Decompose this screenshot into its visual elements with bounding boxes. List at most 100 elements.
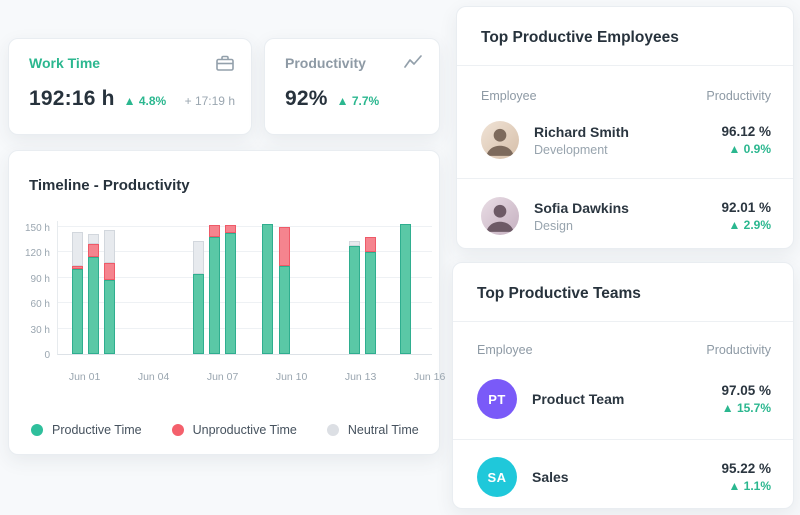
work-time-label: Work Time bbox=[29, 55, 101, 71]
bar-segment-productive bbox=[279, 265, 291, 354]
timeline-plot bbox=[57, 221, 432, 355]
bar-stack[interactable] bbox=[349, 241, 361, 354]
top-employees-title: Top Productive Employees bbox=[481, 29, 679, 46]
bar-stack[interactable] bbox=[365, 237, 377, 354]
timeline-legend: Productive Time Unproductive Time Neutra… bbox=[31, 423, 419, 437]
team-avatar: SA bbox=[477, 457, 517, 497]
top-teams-card: Top Productive Teams Employee Productivi… bbox=[452, 262, 794, 509]
bar-stack[interactable] bbox=[261, 223, 273, 354]
productive-dot-icon bbox=[31, 424, 43, 436]
legend-label: Unproductive Time bbox=[192, 423, 297, 437]
timeline-card: Timeline - Productivity 0 30 h 60 h 90 h 120… bbox=[8, 150, 445, 455]
team-name: Sales bbox=[532, 469, 569, 485]
employee-productivity-delta: ▲ 0.9% bbox=[728, 142, 771, 156]
team-row[interactable]: PT Product Team 97.05 % ▲ 15.7% bbox=[453, 367, 793, 431]
timeline-chart: 0 30 h 60 h 90 h 120 h 150 h Jun 01 Jun 04 Jun 0… bbox=[23, 215, 445, 385]
timeline-title: Timeline - Productivity bbox=[29, 177, 190, 194]
productivity-value: 92% bbox=[285, 87, 328, 110]
team-row[interactable]: SA Sales 95.22 % ▲ 1.1% bbox=[453, 447, 793, 507]
bar-segment-productive bbox=[261, 223, 273, 354]
employee-productivity-value: 92.01 % bbox=[721, 200, 771, 215]
bar-stack[interactable] bbox=[192, 241, 204, 354]
top-employees-card: Top Productive Employees Employee Produc… bbox=[456, 6, 794, 249]
productivity-label: Productivity bbox=[285, 55, 366, 71]
work-time-value: 192:16 h bbox=[29, 87, 115, 110]
y-axis-tick: 30 h bbox=[30, 324, 50, 336]
top-teams-title: Top Productive Teams bbox=[477, 285, 641, 302]
line-chart-icon bbox=[403, 53, 423, 73]
y-axis-tick: 90 h bbox=[30, 273, 50, 285]
bar-segment-unproductive bbox=[225, 225, 236, 233]
bar-segment-productive bbox=[192, 273, 204, 354]
bar-stack[interactable] bbox=[104, 230, 116, 354]
x-axis-tick: Jun 01 bbox=[68, 371, 101, 383]
team-productivity-value: 97.05 % bbox=[721, 383, 771, 398]
avatar-photo bbox=[481, 197, 519, 235]
column-productivity: Productivity bbox=[706, 343, 771, 357]
bar-stack[interactable] bbox=[208, 225, 220, 354]
employee-row[interactable]: Richard Smith Development 96.12 % ▲ 0.9% bbox=[457, 109, 793, 171]
divider bbox=[453, 439, 793, 440]
legend-item-neutral[interactable]: Neutral Time bbox=[326, 423, 419, 437]
employee-role: Development bbox=[534, 142, 608, 157]
bar-segment-productive bbox=[349, 245, 361, 354]
divider bbox=[453, 321, 793, 322]
gridline bbox=[58, 327, 432, 329]
bar-stack[interactable] bbox=[88, 233, 100, 354]
bar-segment-unproductive bbox=[279, 227, 291, 266]
productivity-card[interactable]: Productivity 92% ▲ 7.7% bbox=[264, 38, 440, 135]
column-employee: Employee bbox=[477, 343, 533, 357]
bar-segment-neutral bbox=[104, 230, 116, 263]
employee-productivity-value: 96.12 % bbox=[721, 124, 771, 139]
table-header: Employee Productivity bbox=[481, 89, 771, 103]
work-time-delta: ▲ 4.8% bbox=[123, 94, 167, 108]
bar-segment-neutral bbox=[88, 233, 100, 244]
productivity-delta: ▲ 7.7% bbox=[336, 94, 380, 108]
divider bbox=[457, 178, 793, 179]
employee-productivity-delta: ▲ 2.9% bbox=[728, 218, 771, 232]
x-axis-tick: Jun 04 bbox=[137, 371, 170, 383]
work-time-card[interactable]: Work Time 192:16 h ▲ 4.8% + 17:19 h bbox=[8, 38, 252, 135]
bar-segment-neutral bbox=[349, 241, 361, 246]
legend-label: Neutral Time bbox=[347, 423, 419, 437]
bar-segment-unproductive bbox=[104, 262, 116, 280]
team-productivity-delta: ▲ 15.7% bbox=[721, 401, 771, 415]
employee-row[interactable]: Sofia Dawkins Design 92.01 % ▲ 2.9% bbox=[457, 185, 793, 247]
briefcase-icon bbox=[215, 53, 235, 73]
avatar-photo bbox=[481, 121, 519, 159]
bar-segment-productive bbox=[365, 251, 377, 354]
bar-segment-unproductive bbox=[208, 225, 220, 238]
legend-item-productive[interactable]: Productive Time bbox=[31, 423, 142, 437]
bar-stack[interactable] bbox=[72, 232, 84, 354]
divider bbox=[457, 65, 793, 66]
gridline bbox=[58, 226, 432, 227]
y-axis-tick: 60 h bbox=[30, 299, 50, 311]
bar-segment-neutral bbox=[192, 241, 204, 274]
table-header: Employee Productivity bbox=[477, 343, 771, 357]
bar-segment-productive bbox=[225, 232, 236, 354]
legend-item-unproductive[interactable]: Unproductive Time bbox=[171, 423, 297, 437]
bar-segment-productive bbox=[208, 237, 220, 354]
bar-stack[interactable] bbox=[399, 223, 411, 354]
y-axis-tick: 0 bbox=[44, 350, 50, 361]
team-avatar: PT bbox=[477, 379, 517, 419]
bar-segment-productive bbox=[72, 269, 84, 354]
unproductive-dot-icon bbox=[171, 424, 184, 436]
bar-segment-productive bbox=[88, 256, 100, 354]
bar-segment-productive bbox=[399, 223, 411, 354]
y-axis-tick: 120 h bbox=[24, 248, 50, 260]
gridline bbox=[58, 302, 432, 304]
employee-role: Design bbox=[534, 218, 573, 233]
team-name: Product Team bbox=[532, 391, 625, 407]
employee-name: Richard Smith bbox=[534, 123, 629, 140]
neutral-dot-icon bbox=[326, 424, 339, 436]
bar-stack[interactable] bbox=[279, 227, 291, 354]
employee-name: Sofia Dawkins bbox=[534, 199, 629, 216]
x-axis-tick: Jun 13 bbox=[344, 371, 377, 383]
x-axis-tick: Jun 16 bbox=[413, 371, 446, 383]
bar-segment-unproductive bbox=[72, 265, 84, 270]
column-employee: Employee bbox=[481, 89, 537, 103]
bar-segment-neutral bbox=[72, 232, 84, 266]
bar-stack[interactable] bbox=[225, 225, 236, 354]
